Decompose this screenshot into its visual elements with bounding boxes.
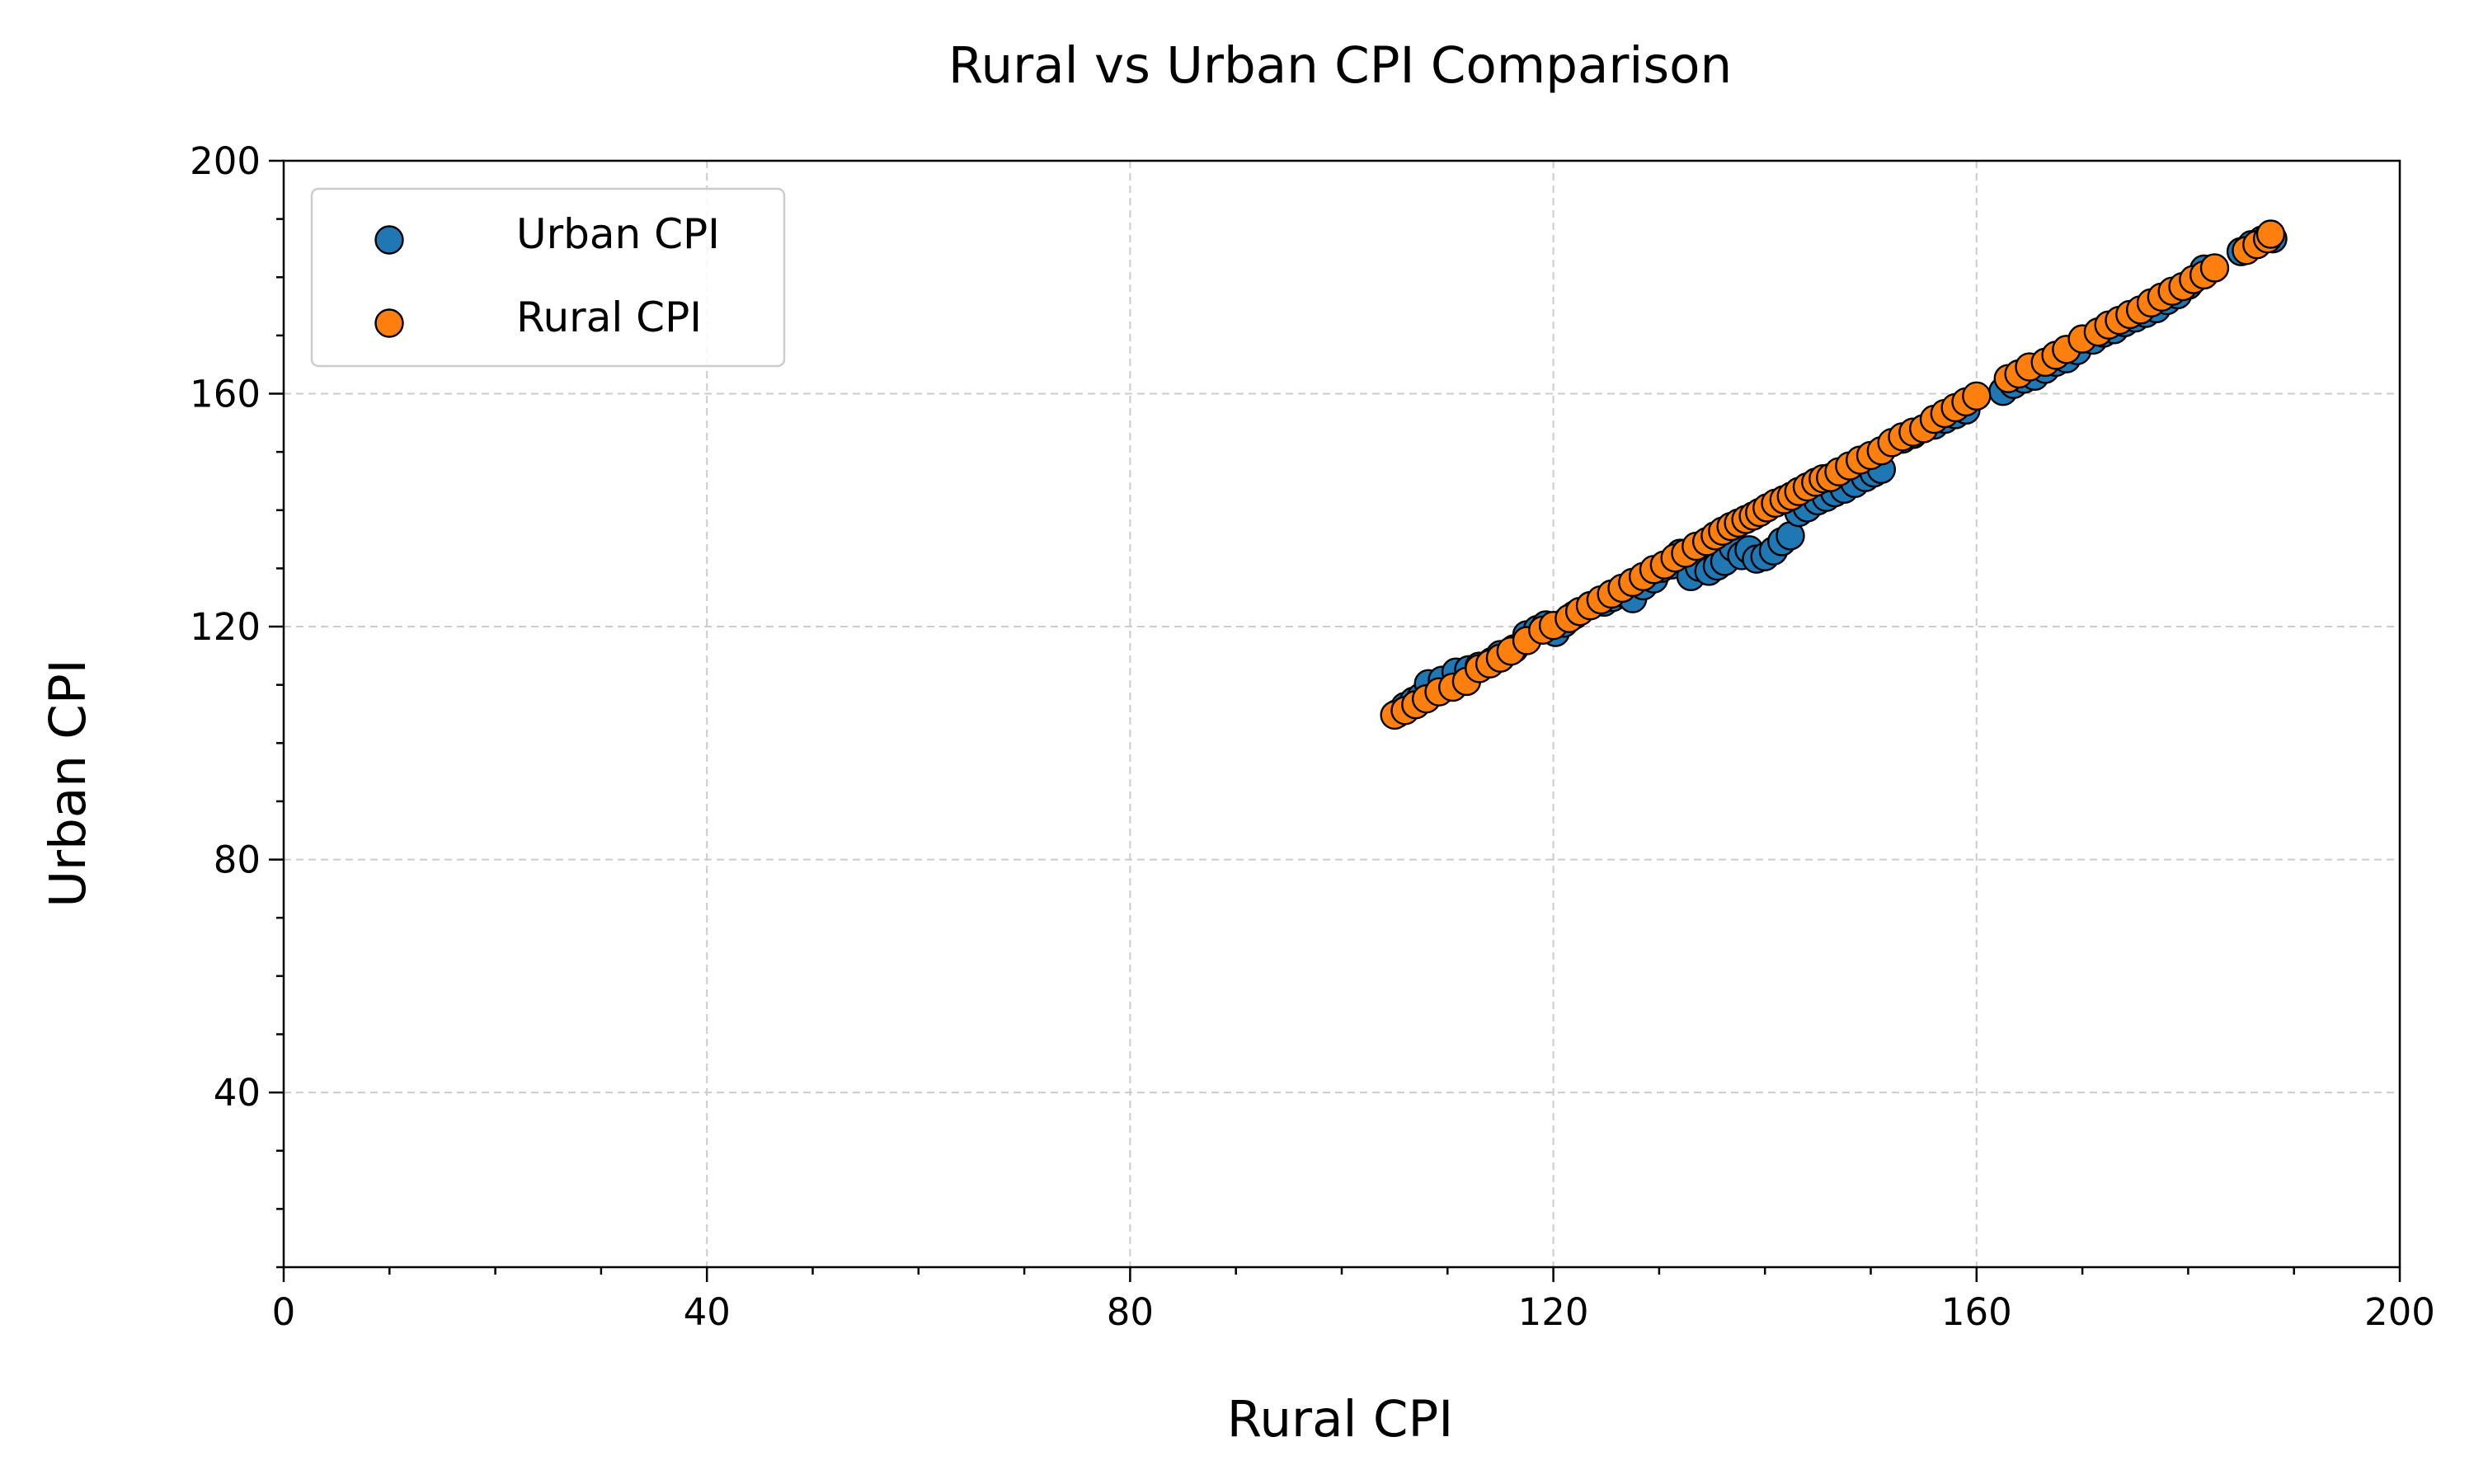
y-axis-label: Urban CPI — [39, 659, 97, 907]
legend-label: Rural CPI — [516, 294, 702, 341]
data-point — [2199, 253, 2230, 283]
legend-label: Urban CPI — [516, 210, 720, 258]
grid-lines — [284, 161, 2400, 1267]
x-tick-label: 0 — [272, 1290, 296, 1334]
chart-title: Rural vs Urban CPI Comparison — [948, 36, 1732, 95]
data-point — [1962, 381, 1992, 411]
legend-marker — [374, 308, 404, 338]
series-1 — [1380, 219, 2286, 730]
y-tick-label: 200 — [190, 139, 261, 183]
x-tick-label: 200 — [2364, 1290, 2435, 1334]
data-point — [2255, 219, 2286, 249]
y-tick-label: 40 — [214, 1071, 261, 1115]
legend: Urban CPI Rural CPI — [310, 187, 786, 368]
y-tick-label: 160 — [190, 373, 261, 416]
data-points — [1380, 219, 2288, 730]
axes: 0 40 80 120 160 200 40 80 120 160 200 — [190, 139, 2435, 1334]
y-tick-label: 80 — [214, 838, 261, 882]
x-axis-label: Rural CPI — [1227, 1390, 1453, 1449]
legend-box — [310, 187, 786, 368]
y-tick-label: 120 — [190, 605, 261, 649]
x-tick-label: 160 — [1941, 1290, 2012, 1334]
legend-marker — [374, 225, 404, 255]
x-tick-label: 120 — [1518, 1290, 1589, 1334]
x-tick-label: 40 — [684, 1290, 731, 1334]
x-tick-label: 80 — [1107, 1290, 1154, 1334]
